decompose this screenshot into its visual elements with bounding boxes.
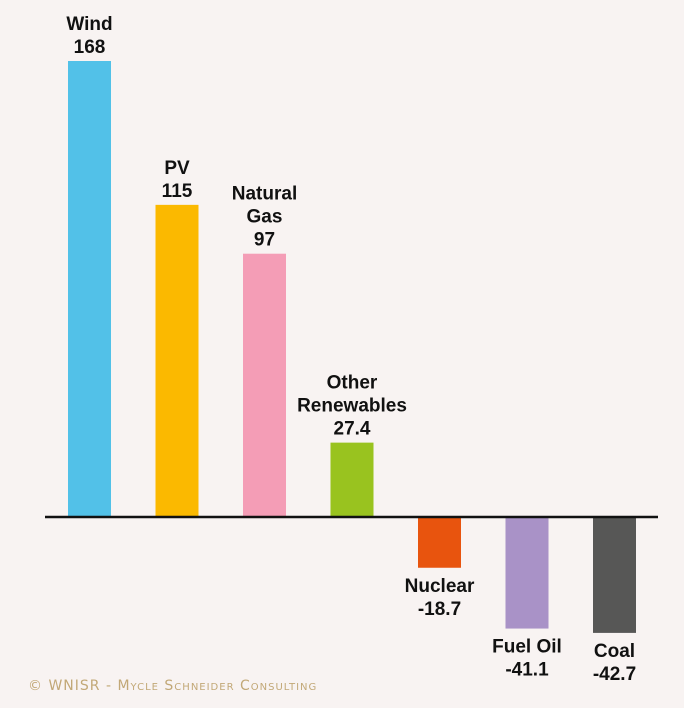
bar-other-renewables [330, 442, 374, 517]
category-label: Coal [594, 641, 635, 662]
bar-fuel-oil [505, 517, 549, 629]
value-label: 115 [162, 181, 193, 202]
bar-coal [593, 517, 636, 633]
value-label: 97 [254, 230, 275, 251]
value-label: -42.7 [593, 664, 636, 685]
value-label: 27.4 [334, 419, 371, 440]
copyright-footer: © WNISR - Mycle Schneider Consulting [28, 678, 318, 694]
category-label: Natural [232, 184, 297, 205]
value-label: -18.7 [418, 599, 461, 620]
category-label: PV [164, 158, 190, 179]
bar-pv [155, 204, 199, 517]
value-label: -41.1 [505, 660, 549, 681]
category-label: Fuel Oil [492, 637, 562, 658]
category-label: Gas [247, 207, 283, 228]
category-label: Other [327, 373, 378, 394]
bar-nuclear [418, 517, 461, 568]
bar-wind [68, 61, 111, 517]
category-label: Wind [66, 14, 112, 35]
category-label: Renewables [297, 396, 407, 417]
category-label: Nuclear [405, 576, 475, 597]
bar-natural-gas [243, 253, 286, 517]
value-label: 168 [74, 37, 106, 58]
